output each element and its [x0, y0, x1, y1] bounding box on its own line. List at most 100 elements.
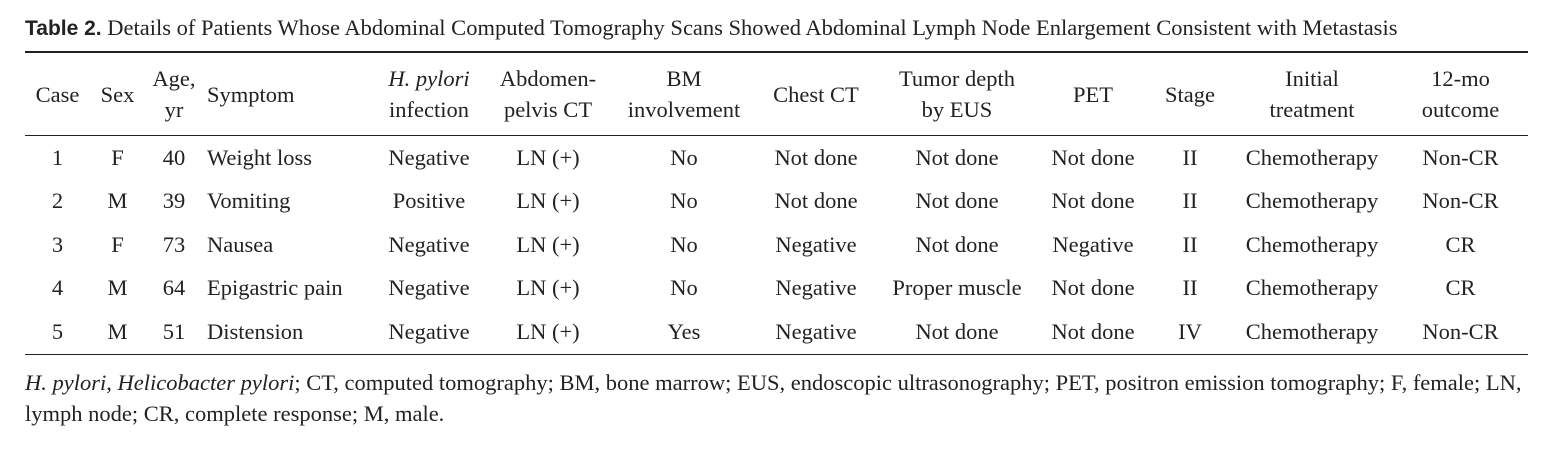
table-cell: Non-CR: [1422, 144, 1499, 170]
table-cell: Nausea: [207, 231, 274, 257]
header-cell: Age, yr: [145, 52, 203, 136]
table-cell: II: [1182, 188, 1198, 214]
table-cell: Negative: [388, 318, 470, 344]
table-cell: No: [670, 144, 698, 170]
header-line: infection: [389, 97, 469, 122]
table-cell: Yes: [667, 318, 701, 344]
caption-text: Details of Patients Whose Abdominal Comp…: [107, 15, 1398, 40]
table-row: 2 M 39 Vomiting Positive LN (+) No Not done Not …: [25, 180, 1528, 224]
table-header: Case Sex Age, yr Symptom H. pylori infection Ab…: [25, 52, 1528, 136]
header-cell: Case: [25, 52, 90, 136]
table-cell: 1: [51, 144, 64, 170]
table-cell: Negative: [388, 275, 470, 301]
header-line: Sex: [100, 81, 135, 107]
header-line: Symptom: [207, 81, 295, 107]
header-cell: H. pylori infection: [375, 52, 483, 136]
footnote-text: ; CT, computed tomography; BM, bone marr…: [25, 369, 1522, 426]
table-cell: F: [111, 231, 124, 257]
table-cell: LN (+): [516, 318, 580, 344]
header-line: outcome: [1421, 97, 1500, 122]
table-cell: Chemotherapy: [1245, 275, 1379, 301]
table-cell: Negative: [1052, 231, 1134, 257]
caption: Table 2. Details of Patients Whose Abdom…: [25, 12, 1528, 44]
table-cell: M: [107, 188, 128, 214]
table-cell: Not done: [915, 231, 999, 257]
table-cell: Non-CR: [1422, 188, 1499, 214]
table-cell: LN (+): [516, 231, 580, 257]
header-line: PET: [1072, 81, 1113, 107]
table-cell: LN (+): [516, 144, 580, 170]
table-cell: LN (+): [516, 275, 580, 301]
header-line: Initial: [1285, 66, 1339, 91]
footnote: H. pylori, Helicobacter pylori; CT, comp…: [25, 367, 1528, 429]
header-line: H. pylori: [388, 66, 470, 91]
table-cell: IV: [1178, 318, 1202, 344]
table-cell: Not done: [915, 144, 999, 170]
table-cell: Negative: [775, 275, 857, 301]
header-cell: Initial treatment: [1231, 52, 1393, 136]
table-cell: Distension: [207, 318, 304, 344]
table-cell: 3: [51, 231, 64, 257]
table-cell: CR: [1445, 275, 1476, 301]
table-cell: 5: [51, 318, 64, 344]
header-line: Case: [35, 81, 80, 107]
header-cell: Abdomen-pelvis CT: [483, 52, 613, 136]
table-cell: Negative: [775, 318, 857, 344]
table-body: 1 F 40 Weight loss Negative LN (+) No Not done N…: [25, 136, 1528, 355]
header-line: treatment: [1269, 97, 1355, 122]
table-cell: M: [107, 275, 128, 301]
caption-label: Table 2.: [25, 17, 102, 40]
table-cell: CR: [1445, 231, 1476, 257]
table-cell: 73: [162, 231, 186, 257]
table-cell: Not done: [1051, 144, 1135, 170]
header-line: involvement: [627, 97, 741, 122]
table-cell: Not done: [915, 188, 999, 214]
table-cell: Vomiting: [207, 188, 291, 214]
table-cell: Chemotherapy: [1245, 144, 1379, 170]
table-cell: 40: [162, 144, 186, 170]
table-cell: Non-CR: [1422, 318, 1499, 344]
table: Case Sex Age, yr Symptom H. pylori infection Ab…: [25, 51, 1528, 355]
header-line: pelvis CT: [503, 97, 593, 122]
header-row: Case Sex Age, yr Symptom H. pylori infection Ab…: [25, 52, 1528, 136]
table-cell: Not done: [1051, 275, 1135, 301]
table-cell: M: [107, 318, 128, 344]
table-cell: Epigastric pain: [207, 275, 343, 301]
footnote-abbrev: H. pylori: [25, 369, 107, 395]
table-cell: Not done: [774, 188, 858, 214]
table-cell: 4: [51, 275, 64, 301]
footnote-expansion: Helicobacter pylori: [117, 369, 295, 395]
table-cell: 64: [162, 275, 186, 301]
header-cell: Sex: [90, 52, 145, 136]
table-row: 3 F 73 Nausea Negative LN (+) No Negative Not do…: [25, 223, 1528, 267]
table-cell: II: [1182, 231, 1198, 257]
table-cell: No: [670, 275, 698, 301]
header-cell: Tumor depth by EUS: [877, 52, 1037, 136]
table-cell: Negative: [388, 231, 470, 257]
table-cell: F: [111, 144, 124, 170]
table-row: 1 F 40 Weight loss Negative LN (+) No Not done N…: [25, 136, 1528, 180]
table-cell: Not done: [915, 318, 999, 344]
header-line: 12-mo: [1431, 66, 1490, 91]
header-line: Stage: [1165, 81, 1215, 107]
header-cell: Chest CT: [755, 52, 877, 136]
header-line: Tumor depth: [898, 66, 1016, 91]
table-cell: 2: [51, 188, 64, 214]
table-cell: II: [1182, 144, 1198, 170]
table-cell: Negative: [775, 231, 857, 257]
header-cell: BM involvement: [613, 52, 755, 136]
header-cell: Stage: [1149, 52, 1231, 136]
table-cell: Not done: [1051, 188, 1135, 214]
table-cell: No: [670, 188, 698, 214]
header-line: Abdomen-: [499, 66, 597, 91]
table-cell: II: [1182, 275, 1198, 301]
table-cell: Negative: [388, 144, 470, 170]
header-line: Age,: [152, 66, 196, 91]
footnote-text: ,: [106, 369, 118, 395]
table-cell: Not done: [774, 144, 858, 170]
table-cell: Not done: [1051, 318, 1135, 344]
table-cell: Chemotherapy: [1245, 231, 1379, 257]
header-cell: 12-mo outcome: [1393, 52, 1528, 136]
table-cell: Chemotherapy: [1245, 318, 1379, 344]
table-row: 4 M 64 Epigastric pain Negative LN (+) No Negat…: [25, 267, 1528, 311]
